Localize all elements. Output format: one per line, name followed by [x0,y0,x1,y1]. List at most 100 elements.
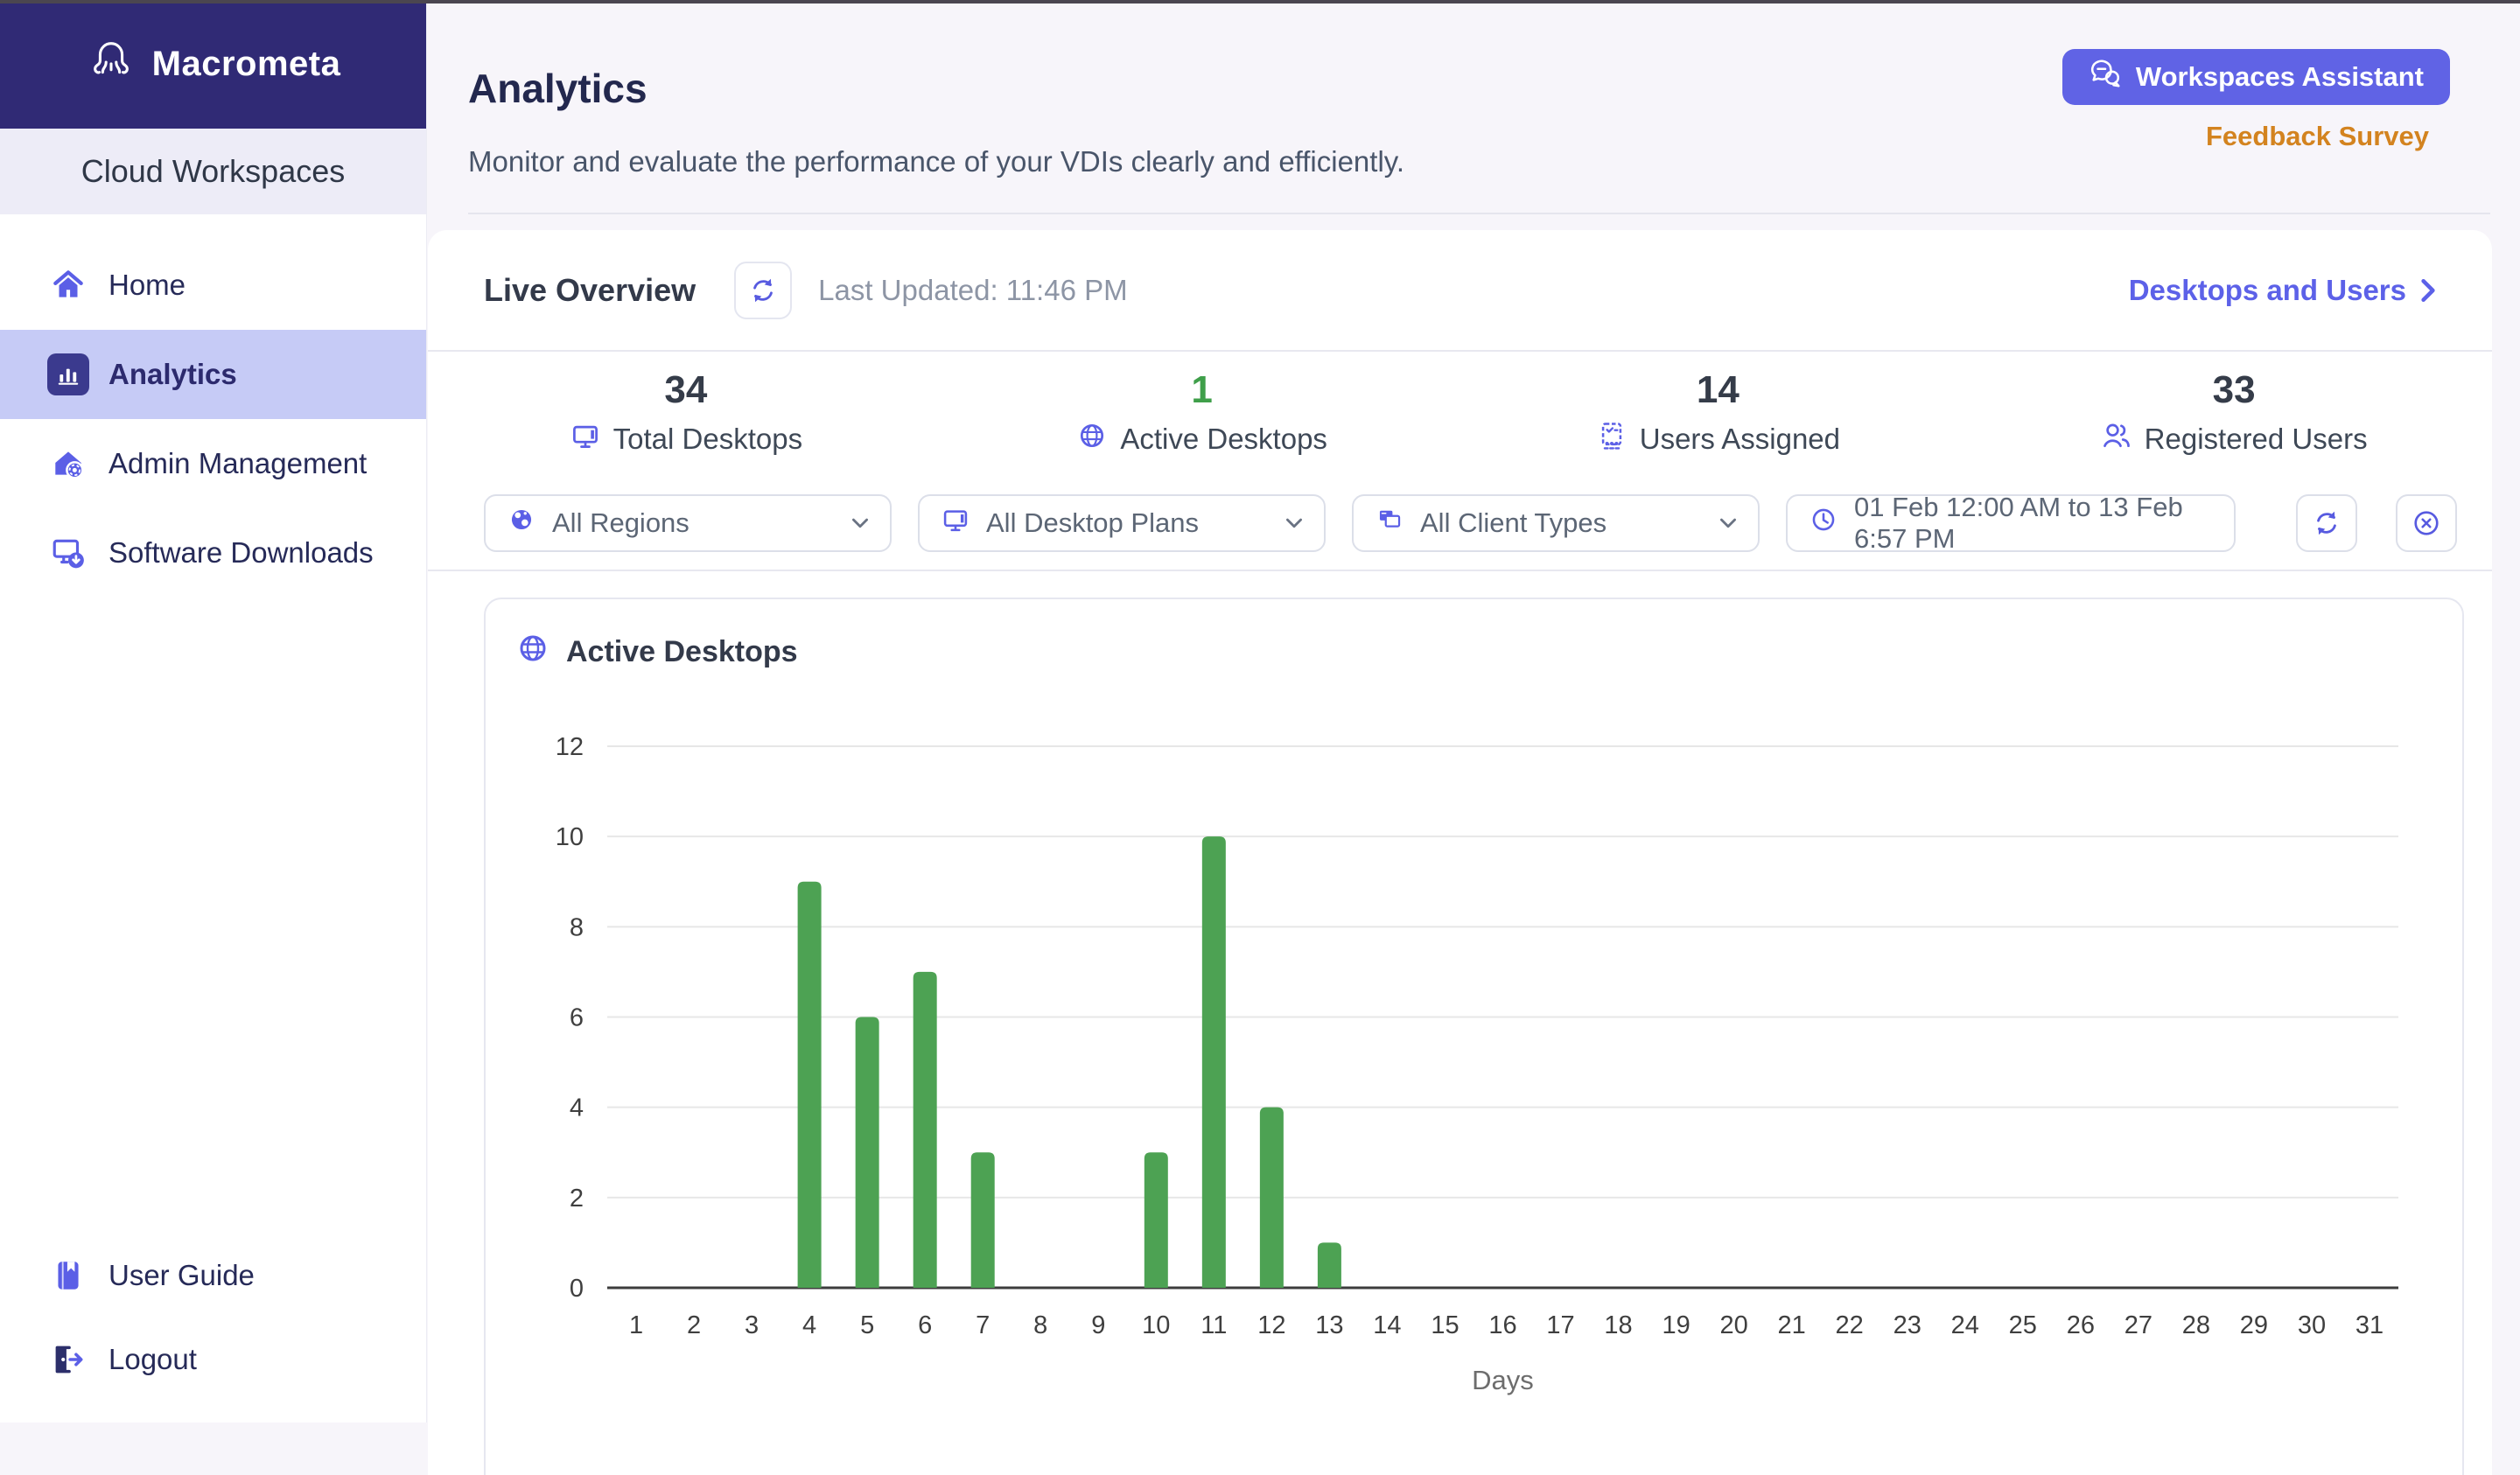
desktops-and-users-label: Desktops and Users [2129,274,2406,307]
region-filter-value: All Regions [552,507,690,539]
sidebar-item-software-downloads[interactable]: Software Downloads [0,508,426,598]
last-updated-text: Last Updated: 11:46 PM [818,274,1127,307]
sidebar-item-user-guide[interactable]: User Guide [0,1234,426,1318]
x-tick-label: 30 [2298,1311,2326,1339]
globe-icon [1076,420,1108,458]
chart-card-title-row: Active Desktops [486,599,2462,674]
stat-label-text: Active Desktops [1120,423,1327,456]
sidebar-item-analytics[interactable]: Analytics [0,330,426,419]
region-filter-select[interactable]: All Regions [484,494,892,552]
filter-buttons [2296,494,2457,552]
monitor-icon [570,420,601,458]
bar-day-5 [856,1017,879,1289]
stat-users-assigned: 14 Users Assigned [1460,352,1977,477]
stat-label-text: Users Assigned [1640,423,1840,456]
overview-refresh-button[interactable] [734,262,792,319]
date-range-value: 01 Feb 12:00 AM to 13 Feb 6:57 PM [1854,492,2213,555]
x-tick-label: 6 [918,1311,932,1339]
live-overview-row: Live Overview Last Updated: 11:46 PM Des… [428,230,2492,350]
x-tick-label: 19 [1662,1311,1690,1339]
y-tick-label: 0 [570,1275,584,1303]
y-tick-label: 6 [570,1004,584,1032]
stat-active-desktops: 1 Active Desktops [944,352,1460,477]
users-icon [2101,420,2132,458]
stats-row: 34 Total Desktops 1 [428,352,2492,477]
sidebar-item-label: Home [108,269,186,302]
sidebar: Macrometa Cloud Workspaces Home An [0,0,427,1423]
x-tick-label: 7 [976,1311,990,1339]
workspaces-assistant-button[interactable]: Workspaces Assistant [2062,49,2450,105]
filters-clear-button[interactable] [2396,494,2457,552]
sidebar-footer: User Guide Logout [0,1234,426,1402]
assistant-button-label: Workspaces Assistant [2136,61,2424,93]
bar-day-6 [914,972,937,1288]
sidebar-item-home[interactable]: Home [0,241,426,330]
x-tick-label: 1 [629,1311,643,1339]
x-tick-label: 14 [1373,1311,1401,1339]
chevron-down-icon [1719,518,1737,529]
x-tick-label: 21 [1778,1311,1806,1339]
bar-day-10 [1144,1152,1168,1288]
refresh-icon [748,276,778,305]
x-tick-label: 10 [1142,1311,1170,1339]
date-range-input[interactable]: 01 Feb 12:00 AM to 13 Feb 6:57 PM [1786,494,2236,552]
x-tick-label: 2 [687,1311,701,1339]
page-title: Analytics [468,65,648,112]
x-tick-label: 23 [1894,1311,1922,1339]
client-types-icon [1375,505,1404,542]
x-tick-label: 4 [802,1311,816,1339]
page-subtitle: Monitor and evaluate the performance of … [468,145,1404,178]
x-tick-label: 28 [2182,1311,2210,1339]
live-overview-title: Live Overview [484,272,696,309]
circle-x-icon [2412,508,2441,538]
client-type-filter-select[interactable]: All Client Types [1352,494,1760,552]
book-icon [47,1255,89,1297]
x-tick-label: 9 [1091,1311,1105,1339]
x-tick-label: 27 [2124,1311,2152,1339]
desktops-and-users-link[interactable]: Desktops and Users [2129,274,2436,307]
desktop-plan-filter-select[interactable]: All Desktop Plans [918,494,1326,552]
x-tick-label: 24 [1951,1311,1979,1339]
stat-value: 1 [1191,371,1212,409]
filters-refresh-button[interactable] [2296,494,2357,552]
x-tick-label: 20 [1719,1311,1747,1339]
x-tick-label: 16 [1488,1311,1516,1339]
x-tick-label: 15 [1431,1311,1459,1339]
y-tick-label: 10 [556,823,584,851]
stat-value: 33 [2213,371,2256,409]
globe-icon [515,631,550,674]
x-tick-label: 12 [1257,1311,1285,1339]
sidebar-item-logout[interactable]: Logout [0,1318,426,1402]
y-tick-label: 12 [556,733,584,761]
chevron-down-icon [851,518,869,529]
feedback-survey-link[interactable]: Feedback Survey [2206,121,2429,152]
x-tick-label: 25 [2009,1311,2037,1339]
row-divider [428,570,2492,571]
bar-day-13 [1318,1242,1341,1288]
sidebar-nav: Home Analytics A [0,241,426,598]
downloads-icon [47,532,89,574]
clock-icon [1809,505,1838,542]
x-tick-label: 11 [1200,1311,1227,1339]
sidebar-item-admin-management[interactable]: Admin Management [0,419,426,508]
x-tick-label: 8 [1033,1311,1047,1339]
logo-text: Macrometa [152,45,341,84]
bar-day-4 [798,882,822,1288]
y-tick-label: 2 [570,1185,584,1213]
desktop-plan-filter-value: All Desktop Plans [986,507,1199,539]
chevron-right-icon [2420,278,2436,303]
window-top-strip [0,0,2520,3]
clipboard-users-icon [1596,420,1628,458]
bar-day-12 [1260,1108,1284,1288]
macrometa-octopus-icon [86,37,136,92]
chevron-down-icon [1285,518,1303,529]
y-tick-label: 4 [570,1094,584,1122]
monitor-icon [941,505,970,542]
x-tick-label: 29 [2240,1311,2268,1339]
stat-registered-users: 33 Registered Users [1976,352,2492,477]
x-tick-label: 22 [1836,1311,1864,1339]
main-content: Analytics Monitor and evaluate the perfo… [428,3,2520,1423]
client-type-filter-value: All Client Types [1420,507,1606,539]
x-tick-label: 13 [1315,1311,1343,1339]
